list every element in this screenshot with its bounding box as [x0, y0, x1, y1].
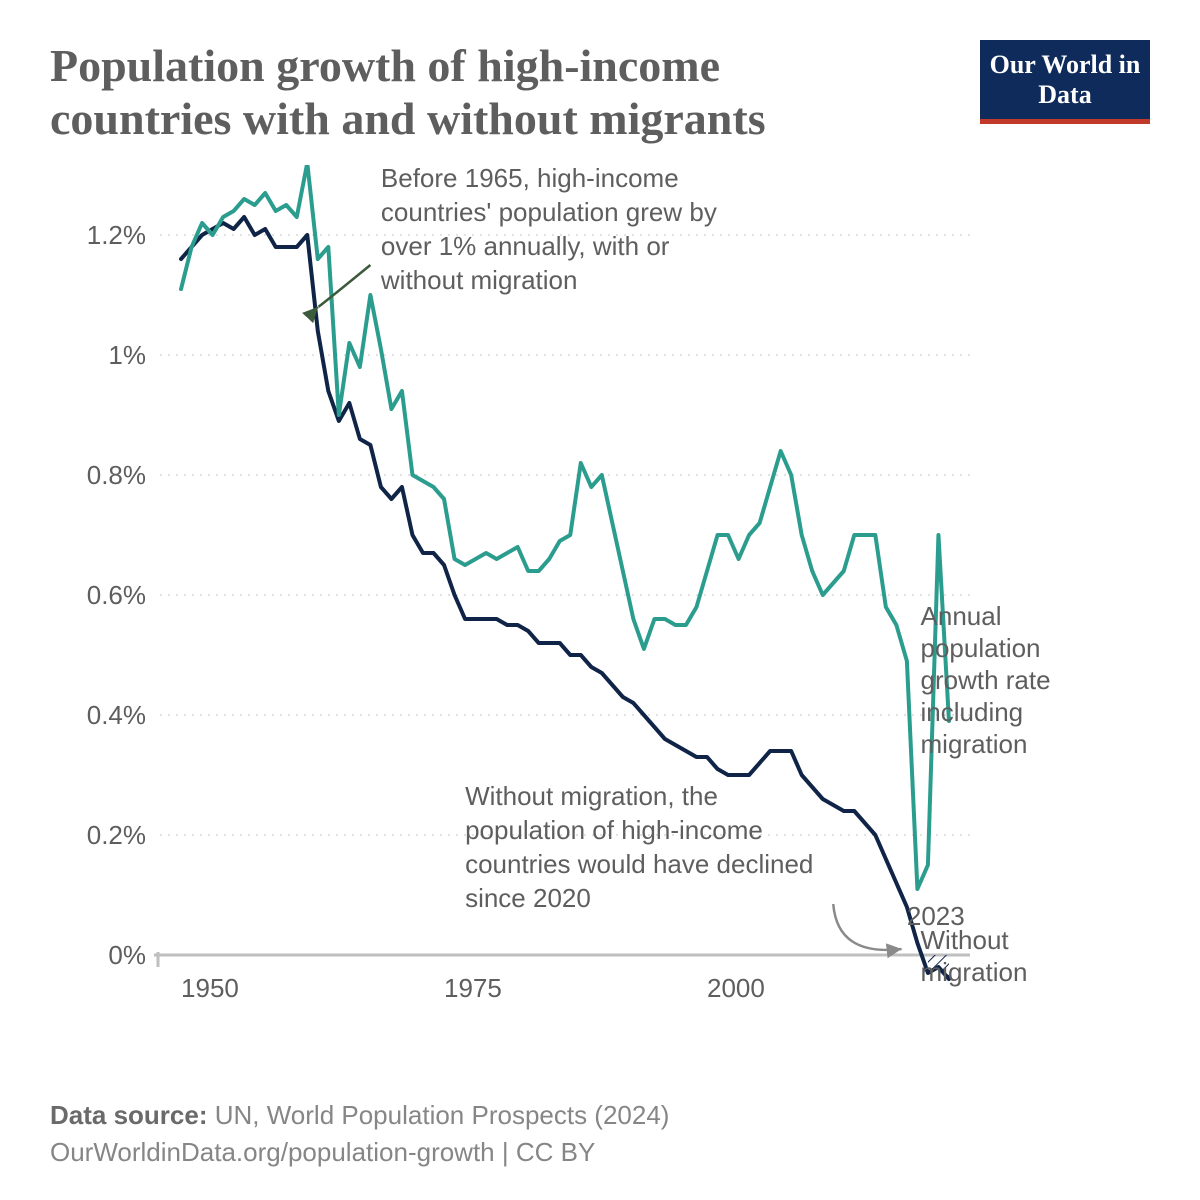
annotation-top-arrow [318, 265, 371, 307]
y-tick-label: 0.6% [87, 580, 146, 610]
chart-title: Population growth of high-income countri… [50, 40, 890, 146]
source-text: UN, World Population Prospects (2024) [215, 1100, 670, 1130]
y-tick-label: 1.2% [87, 220, 146, 250]
footer: Data source: UN, World Population Prospe… [50, 1097, 669, 1170]
owid-logo: Our World in Data [980, 40, 1150, 124]
x-tick-label: 1950 [181, 973, 239, 1003]
chart-area: 0% 0.2% 0.4% 0.6% 0.8% 1% 1.2% 1950 1975 2000 Annu… [50, 165, 1150, 1065]
x-tick-label: 1975 [444, 973, 502, 1003]
label-with-migration: Annualpopulationgrowth rateincludingmigr… [921, 601, 1051, 759]
end-year-label: 2023 [907, 901, 965, 931]
annotation-bottom-text: Without migration, thepopulation of high… [465, 781, 813, 913]
y-tick-label: 0.4% [87, 700, 146, 730]
y-tick-label: 0.2% [87, 820, 146, 850]
annotation-top-text: Before 1965, high-incomecountries' popul… [380, 165, 717, 295]
y-tick-label: 1% [108, 340, 146, 370]
annotation-bottom-arrow [833, 904, 901, 950]
source-label: Data source: [50, 1100, 208, 1130]
x-tick-label: 2000 [707, 973, 765, 1003]
y-tick-label: 0.8% [87, 460, 146, 490]
y-tick-label: 0% [108, 940, 146, 970]
footer-url: OurWorldinData.org/population-growth | C… [50, 1134, 669, 1170]
